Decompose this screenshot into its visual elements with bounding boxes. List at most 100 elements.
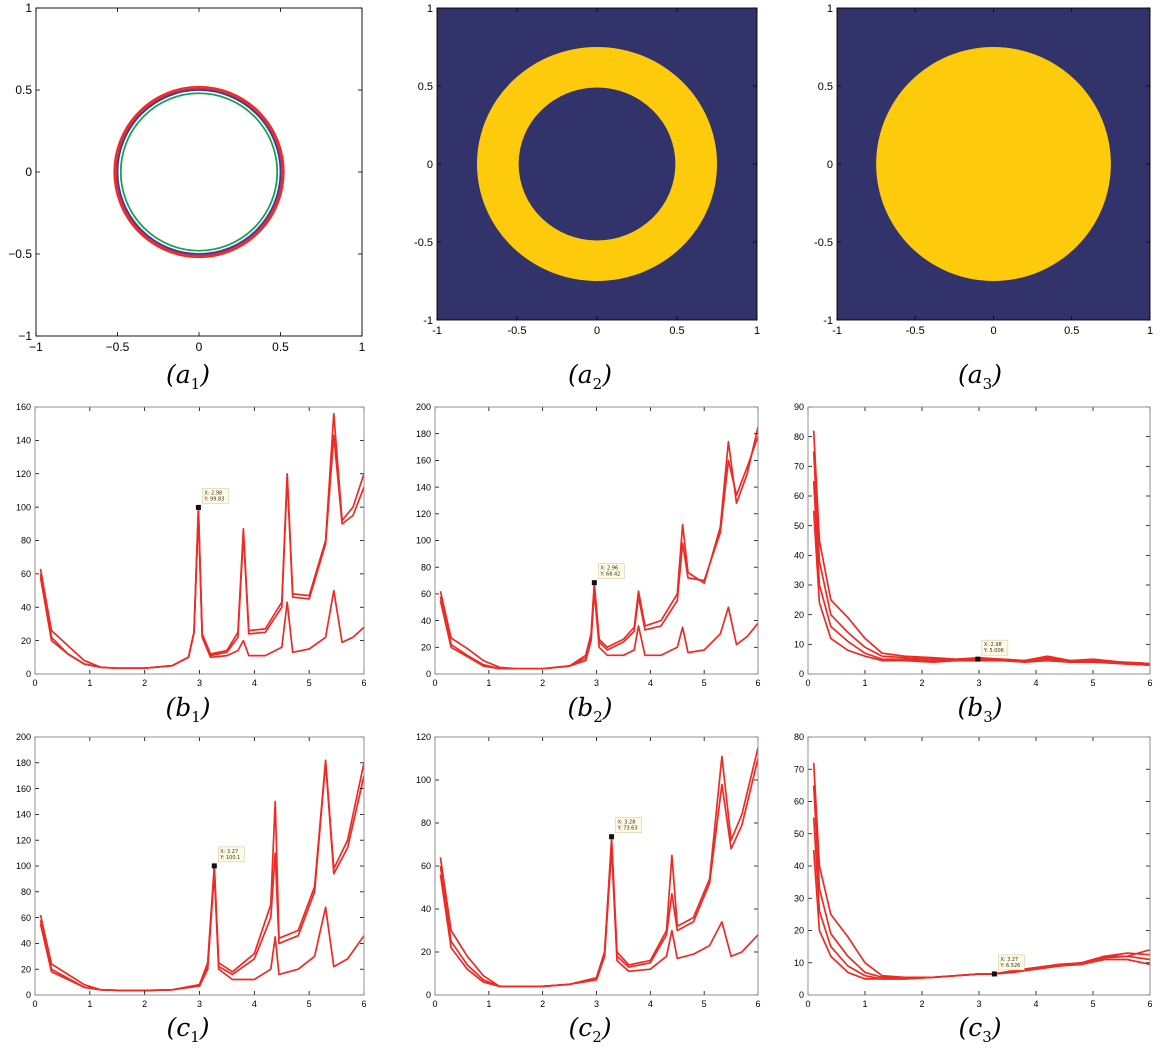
c1-xtick-label: 2	[142, 999, 147, 1009]
c1-datatip-marker	[211, 863, 217, 869]
b2-xtick-label: 6	[755, 678, 760, 688]
c1-ytick-label: 160	[16, 784, 31, 794]
c1-ytick-label: 20	[21, 964, 31, 974]
b3-datatip-x: X: 2.98	[984, 642, 1002, 648]
panel-c3: 0 1 2 3 4 5 6 0 10 20 30 40 50 60 70 80 X: 3.27 Y: 6.526	[780, 725, 1160, 1015]
c3-xtick-label: 0	[805, 999, 810, 1009]
b3-ytick-label: 90	[794, 402, 804, 412]
a3-ytick-label: -0.5	[814, 237, 833, 249]
a3-xtick-label: 0.5	[1064, 325, 1079, 337]
b3-ytick-label: 50	[794, 521, 804, 531]
c2-xtick-label: 6	[755, 999, 760, 1009]
c1-datatip-x: X: 3.27	[220, 849, 238, 855]
c2-xtick-label: 1	[486, 999, 491, 1009]
c1-datatip-box	[218, 846, 245, 863]
c1-xtick-label: 5	[307, 999, 312, 1009]
a1-ytick-label: 0	[25, 165, 32, 179]
b3-xtick-label: 4	[1033, 678, 1038, 688]
b1-ytick-label: 140	[16, 436, 31, 446]
caption-a1: (a1)	[166, 360, 210, 393]
b2-series-1-line	[439, 426, 758, 670]
caption-b1: (b1)	[165, 693, 211, 726]
a3-xtick-label: -0.5	[906, 325, 925, 337]
a3-ytick-label: 1	[827, 3, 833, 15]
a3-xtick-label: -1	[832, 325, 842, 337]
a1-xtick-label: 0	[196, 340, 203, 354]
c1-xtick-label: 0	[32, 999, 37, 1009]
b3-xtick-label: 2	[919, 678, 924, 688]
b1-xtick-label: 6	[361, 678, 366, 688]
caption-a3-sub: 3	[982, 375, 993, 393]
b1-ytick-label: 100	[16, 502, 31, 512]
a1-ytick-label: 0.5	[15, 83, 32, 97]
b3-datatip-box	[981, 639, 1009, 656]
a1-ytick-label: 1	[25, 1, 32, 15]
caption-a1-letter: a	[175, 360, 191, 389]
a2-region-inner	[518, 87, 676, 241]
b2-ytick-label: 140	[416, 482, 431, 492]
chart-a3-svg: -1 -0.5 0 0.5 1 -1 -0.5 0 0.5 1	[814, 3, 1153, 337]
c1-ytick-label: 80	[21, 887, 31, 897]
c3-datatip-marker	[991, 971, 997, 977]
caption-a2-letter: a	[577, 360, 593, 389]
b1-xtick-label: 3	[197, 678, 202, 688]
b3-series-2-line	[812, 451, 1150, 665]
c1-xtick-label: 1	[87, 999, 92, 1009]
caption-b2: (b2)	[567, 693, 613, 726]
b3-ytick-label: 80	[794, 432, 804, 442]
c1-plot-frame	[34, 736, 365, 996]
b2-datatip-marker	[591, 580, 597, 586]
a3-ytick-label: 0.5	[818, 81, 833, 93]
b1-ytick-label: 120	[16, 469, 31, 479]
c2-ytick-label: 60	[421, 861, 431, 871]
chart-a1-svg: −1 −0.5 0 0.5 1 −1 −0.5 0 0.5 1	[8, 1, 365, 354]
b3-xtick-label: 5	[1090, 678, 1095, 688]
a3-ytick-label: 0	[827, 159, 833, 171]
c2-ytick-label: 100	[416, 775, 431, 785]
c3-ytick-label: 20	[794, 926, 804, 936]
c2-ytick-label: 20	[421, 947, 431, 957]
c1-xtick-label: 4	[252, 999, 257, 1009]
c1-datatip-y: Y: 100.1	[219, 855, 240, 861]
b3-xtick-label: 6	[1147, 678, 1152, 688]
c2-series-3-line	[439, 847, 758, 988]
b1-xtick-label: 0	[32, 678, 37, 688]
c2-xtick-label: 2	[540, 999, 545, 1009]
c2-datatip-marker	[609, 834, 615, 840]
b3-ytick-label: 40	[794, 550, 804, 560]
a1-xtick-label: −1	[29, 340, 43, 354]
a2-ytick-label: -0.5	[414, 237, 433, 249]
b2-ytick-label: 20	[421, 642, 431, 652]
a2-ytick-label: 1	[427, 3, 433, 15]
c3-datatip-y: Y: 6.526	[999, 963, 1020, 969]
caption-b2-sub: 2	[593, 708, 603, 726]
b3-plot-background	[808, 407, 1150, 674]
caption-b3-sub: 3	[983, 708, 993, 726]
b2-series-3-line	[439, 590, 758, 670]
c3-datatip-x: X: 3.27	[1000, 957, 1018, 963]
a2-xtick-label: 1	[754, 325, 760, 337]
c3-xtick-label: 1	[862, 999, 867, 1009]
caption-c2: (c2)	[568, 1013, 612, 1046]
c3-plot-frame	[807, 736, 1151, 996]
b2-datatip-y: Y: 68.42	[599, 572, 620, 578]
a2-ytick-label: 0.5	[418, 81, 433, 93]
b1-xtick-label: 5	[307, 678, 312, 688]
b1-ytick-label: 60	[21, 569, 31, 579]
caption-b3-letter: b	[967, 693, 984, 722]
b2-ytick-label: 100	[416, 536, 431, 546]
b2-ytick-label: 80	[421, 562, 431, 572]
caption-c3-letter: c	[968, 1013, 983, 1042]
b2-xtick-label: 4	[648, 678, 653, 688]
b2-datatip-x: X: 2.96	[600, 566, 618, 572]
caption-b1-letter: b	[175, 693, 192, 722]
c2-datatip-box	[615, 817, 642, 833]
b3-xtick-label: 1	[862, 678, 867, 688]
c2-datatip-x: X: 3.28	[618, 820, 636, 826]
c3-ytick-label: 50	[794, 829, 804, 839]
c3-xtick-label: 3	[976, 999, 981, 1009]
c3-xtick-label: 2	[919, 999, 924, 1009]
c3-xtick-label: 6	[1147, 999, 1152, 1009]
